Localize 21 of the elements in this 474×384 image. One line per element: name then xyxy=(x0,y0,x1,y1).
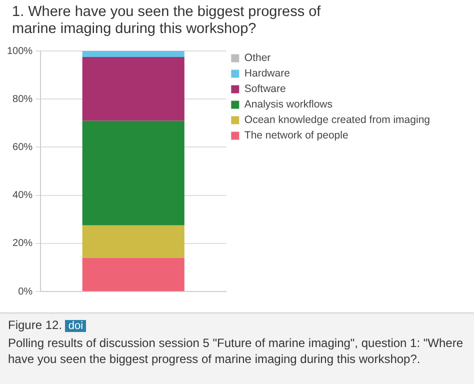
caption: Figure 12. xyxy=(8,318,62,332)
legend-label: Hardware xyxy=(244,68,290,80)
bar xyxy=(82,225,184,258)
bar xyxy=(82,120,184,226)
legend-label: Other xyxy=(244,52,272,64)
bar xyxy=(82,258,184,292)
bar xyxy=(82,57,184,121)
text: Polling results of discussion session 5 "Future of marine imaging", question 1: "Where have you seen the biggest progress of marine imaging during this workshop?. xyxy=(8,335,464,367)
y-tick-label: 100% xyxy=(7,46,33,57)
legend-label: Software xyxy=(244,83,286,96)
legend-label: The network of people xyxy=(244,130,348,142)
y-tick-label: 80% xyxy=(12,94,33,105)
y-tick-label: 0% xyxy=(18,286,33,298)
y-tick-label: 40% xyxy=(12,190,33,202)
y-tick-label: 20% xyxy=(12,238,33,250)
legend-label: Analysis workflows xyxy=(244,98,333,111)
bar xyxy=(82,51,184,58)
y-tick-label: 60% xyxy=(12,142,33,153)
legend-label: Ocean knowledge created from imaging xyxy=(244,114,430,126)
text: doi xyxy=(65,320,86,332)
chart-title: 1. Where have you seen the biggest progress of marine imaging during this workshop? xyxy=(11,3,322,38)
